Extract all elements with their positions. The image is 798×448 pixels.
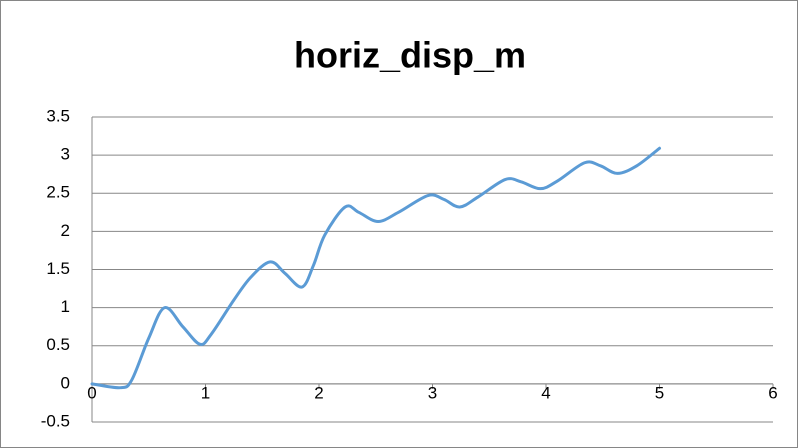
y-tick-label: 3 xyxy=(61,145,70,164)
x-tick-label: 1 xyxy=(201,383,210,402)
y-tick-label: 2.5 xyxy=(46,183,70,202)
x-tick-label: 4 xyxy=(541,383,550,402)
chart-title: horiz_disp_m xyxy=(294,35,526,76)
y-tick-label: 2 xyxy=(61,221,70,240)
y-tick-label: 3.5 xyxy=(46,106,70,125)
data-line xyxy=(90,146,661,390)
y-tick-label: 0.5 xyxy=(46,335,70,354)
y-tick-label: 1.5 xyxy=(46,259,70,278)
y-tick-label: 0 xyxy=(61,373,70,392)
y-tick-label: -0.5 xyxy=(41,411,70,430)
x-tick-label: 6 xyxy=(768,383,777,402)
x-tick-label: 5 xyxy=(655,383,664,402)
x-tick-label: 3 xyxy=(428,383,437,402)
x-tick-label: 2 xyxy=(314,383,323,402)
y-tick-label: 1 xyxy=(61,297,70,316)
x-tick-label: 0 xyxy=(87,383,96,402)
